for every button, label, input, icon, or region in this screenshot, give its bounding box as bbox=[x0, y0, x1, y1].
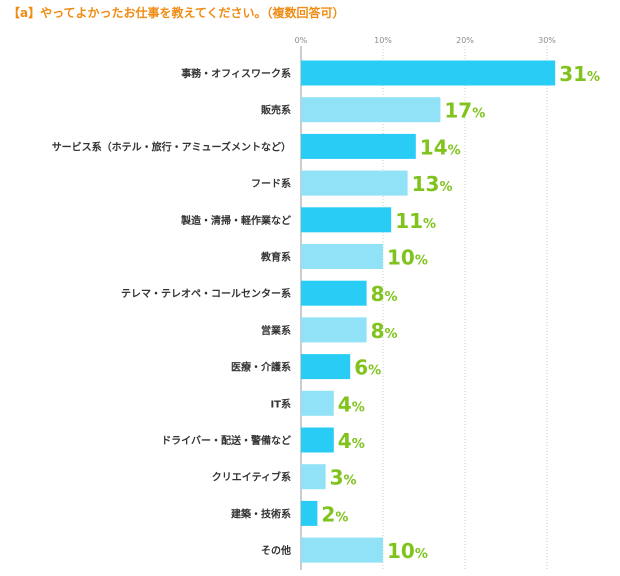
value-label: 8% bbox=[371, 282, 398, 306]
value-label: 3% bbox=[330, 466, 357, 490]
value-label: 13% bbox=[412, 172, 453, 196]
bar bbox=[301, 280, 367, 306]
category-label: 製造・清掃・軽作業など bbox=[180, 214, 291, 227]
bar bbox=[301, 317, 367, 343]
value-label: 4% bbox=[338, 429, 365, 453]
category-label: クリエイティブ系 bbox=[212, 471, 291, 484]
bar bbox=[301, 390, 334, 416]
value-label: 11% bbox=[395, 209, 436, 233]
category-label: フード系 bbox=[251, 177, 291, 190]
value-label: 17% bbox=[444, 99, 485, 123]
bar bbox=[301, 170, 408, 196]
category-label: サービス系（ホテル・旅行・アミューズメントなど） bbox=[52, 140, 291, 153]
bar bbox=[301, 97, 441, 123]
category-label: 医療・介護系 bbox=[231, 361, 291, 374]
value-label: 31% bbox=[559, 62, 600, 86]
category-label: 教育系 bbox=[260, 251, 291, 264]
category-label: 営業系 bbox=[261, 324, 291, 337]
category-label: テレマ・テレオペ・コールセンター系 bbox=[121, 287, 291, 300]
category-label: 建築・技術系 bbox=[230, 507, 291, 520]
value-label: 10% bbox=[387, 246, 428, 270]
chart-title: 【a】やってよかったお仕事を教えてください。（複数回答可） bbox=[8, 6, 345, 20]
category-label: 事務・オフィスワーク系 bbox=[181, 67, 291, 80]
category-label: その他 bbox=[261, 544, 291, 557]
value-label: 8% bbox=[371, 319, 398, 343]
bar bbox=[301, 207, 392, 233]
x-tick-label: 0% bbox=[295, 36, 308, 45]
category-label: 販売系 bbox=[261, 104, 291, 117]
category-label: IT系 bbox=[270, 397, 291, 410]
bar bbox=[301, 133, 416, 159]
value-label: 2% bbox=[321, 502, 348, 526]
x-tick-label: 30% bbox=[538, 36, 556, 45]
value-label: 6% bbox=[354, 356, 381, 380]
bar bbox=[301, 500, 318, 526]
category-label: ドライバー・配送・警備など bbox=[161, 434, 291, 447]
bar bbox=[301, 537, 383, 563]
bar bbox=[301, 427, 334, 453]
bar bbox=[301, 464, 326, 490]
value-label: 14% bbox=[420, 135, 461, 159]
value-label: 4% bbox=[338, 392, 365, 416]
x-tick-label: 10% bbox=[374, 36, 392, 45]
x-tick-label: 20% bbox=[456, 36, 474, 45]
value-label: 10% bbox=[387, 539, 428, 563]
bar bbox=[301, 354, 351, 380]
bar bbox=[301, 244, 383, 269]
bar bbox=[301, 60, 556, 86]
